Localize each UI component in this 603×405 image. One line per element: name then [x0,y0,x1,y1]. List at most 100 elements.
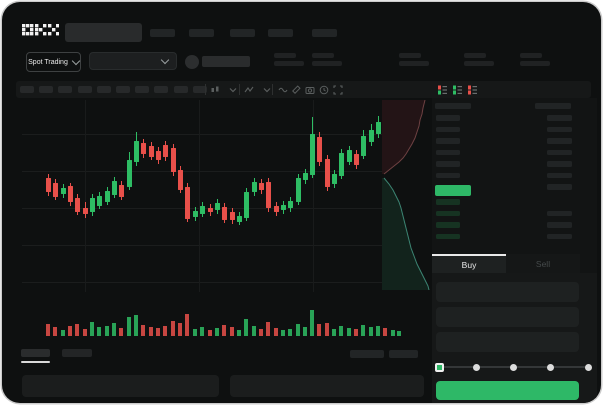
volume-bar [149,327,153,336]
candle [68,186,73,202]
slider-step-dot[interactable] [510,364,517,371]
ask-size-bar [547,172,572,178]
candle [266,182,271,208]
submit-buy-button[interactable] [436,381,579,400]
wave-icon[interactable] [278,85,288,95]
timeframe-button[interactable] [116,86,130,93]
slider-step-dot[interactable] [584,364,592,371]
candle [83,208,88,214]
candlestick-chart[interactable] [22,100,402,292]
volume-bar [127,317,131,336]
pair-select[interactable] [89,52,177,70]
pair-name-placeholder[interactable] [202,56,250,67]
timeframe-button[interactable] [77,86,92,93]
candle [347,150,352,162]
candle [259,183,264,190]
nav-item[interactable] [189,29,214,37]
timeframe-button[interactable] [154,86,169,93]
timeframe-button[interactable] [135,86,150,93]
volume-bar [252,326,256,336]
toolbar-divider [272,84,273,95]
bid-price-bar [436,210,460,216]
gridline [22,171,382,172]
bid-price-bar [436,222,460,228]
order-input-field[interactable] [436,332,579,352]
candle [185,187,190,219]
volume-bar [208,330,212,336]
stat-value [274,61,304,66]
bottom-action[interactable] [389,350,418,358]
volume-bar [200,327,204,336]
candle [193,211,198,217]
candle [134,141,139,162]
stat-value [464,61,494,66]
depth-chart [382,100,430,290]
market-type-dropdown[interactable]: Spot Trading [26,52,81,72]
book-bids-icon[interactable] [453,85,462,95]
order-input-field[interactable] [436,282,579,302]
nav-item[interactable] [312,29,337,37]
volume-bar [303,327,307,336]
timeframe-button[interactable] [39,86,54,93]
timeframe-button[interactable] [96,86,111,93]
last-price-bar [435,185,471,196]
volume-bar [259,329,263,336]
candle [325,159,330,187]
candle [252,182,257,192]
chevron-down-icon[interactable] [228,85,238,95]
bottom-action[interactable] [350,350,384,358]
volume-bar [68,326,72,336]
volume-bar [112,323,116,336]
candle [354,154,359,165]
indicator-icon[interactable] [244,85,254,95]
ask-size-bar [547,138,572,144]
gridline [22,282,382,283]
timeframe-button[interactable] [192,86,207,93]
volume-bar [310,310,314,336]
nav-item[interactable] [150,29,175,37]
volume-bar [391,330,395,336]
nav-item[interactable] [268,29,293,37]
coin-avatar[interactable] [185,55,199,69]
candle [75,198,80,212]
tab-sell[interactable]: Sell [506,254,580,273]
volume-bar [163,326,167,336]
candle [317,137,322,162]
okx-logo [22,24,59,36]
buy-tab-label: Buy [461,259,477,270]
candle [215,203,220,210]
tab-buy[interactable]: Buy [432,254,506,273]
slider-step-dot[interactable] [547,364,555,371]
order-input-field[interactable] [436,307,579,327]
slider-handle[interactable] [434,362,444,372]
book-asks-icon[interactable] [468,85,477,95]
bottom-tab[interactable] [21,349,50,357]
candle [222,207,227,220]
nav-item[interactable] [230,29,255,37]
volume-bar [332,329,336,336]
candle [156,151,161,160]
gridline [22,245,382,246]
volume-bar [90,322,94,336]
candles-icon[interactable] [210,85,220,95]
chevron-down-icon[interactable] [262,85,272,95]
slider-step-dot[interactable] [472,364,480,371]
timeframe-button[interactable] [58,86,73,93]
bottom-tab[interactable] [62,349,92,357]
search-input[interactable] [65,23,142,42]
clock-icon[interactable] [319,85,329,95]
candle [274,206,279,212]
expand-icon[interactable] [333,85,343,95]
timeframe-button[interactable] [173,86,188,93]
bid-size-bar [547,210,572,216]
book-both-icon[interactable] [438,85,447,95]
volume-bar [215,328,219,336]
timeframe-button[interactable] [20,86,34,93]
camera-icon[interactable] [305,85,315,95]
ob-header-left [435,103,471,109]
volume-bar [339,326,343,336]
stat-value [312,61,342,66]
pencil-icon[interactable] [291,85,301,95]
bottom-panel-left [22,375,219,397]
